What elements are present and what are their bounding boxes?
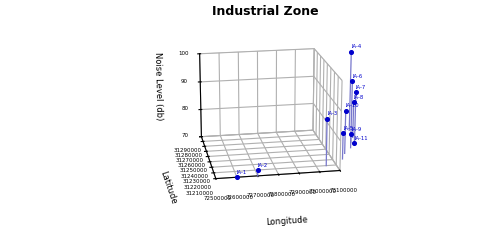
Title: Industrial Zone: Industrial Zone xyxy=(212,5,318,18)
Y-axis label: Latitude: Latitude xyxy=(158,170,178,206)
X-axis label: Longitude: Longitude xyxy=(266,216,308,227)
